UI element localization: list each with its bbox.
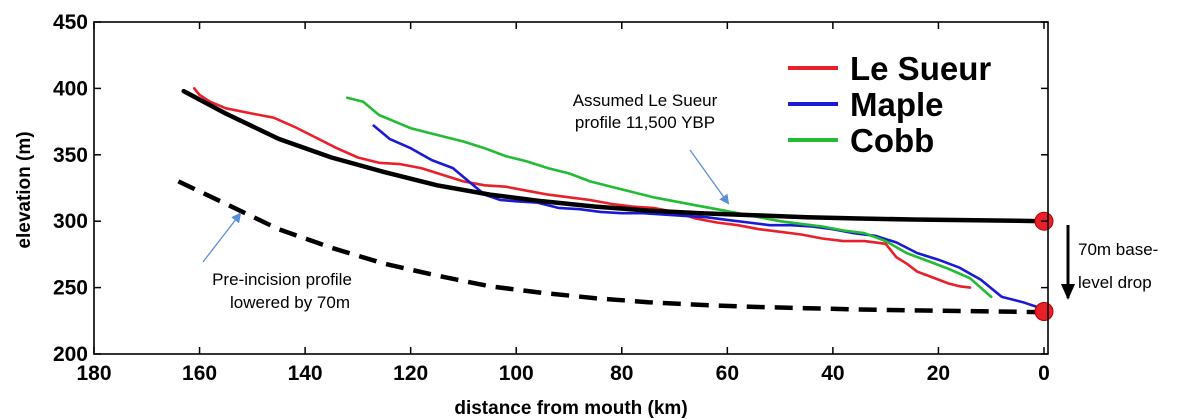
series-line-assumed-profile	[181, 88, 1047, 224]
y-tick-label: 250	[53, 277, 88, 300]
legend-label-le-sueur: Le Sueur	[850, 50, 991, 87]
annotation-drop-line-2: level drop	[1078, 273, 1152, 292]
y-tick-label: 450	[53, 11, 88, 34]
series-line-le-sueur	[193, 87, 972, 289]
series-line-pre-incision-profile	[177, 179, 1045, 315]
annotation-pre-incision: Pre-incision profile lowered by 70m	[202, 212, 352, 312]
legend: Le Sueur Maple Cobb	[788, 50, 991, 159]
series-line-maple	[372, 124, 1040, 309]
endpoint-marker-2	[1034, 302, 1054, 322]
y-tick-label: 400	[53, 77, 88, 100]
x-tick-label: 40	[821, 362, 844, 385]
x-tick-label: 160	[182, 362, 217, 385]
y-axis-title: elevation (m)	[14, 131, 35, 248]
x-tick-label: 120	[393, 362, 428, 385]
axis-ticks: 180 160 140 120 100 80 60 40 20 02002503003504004…	[53, 11, 1050, 385]
annotation-drop-line-1: 70m base-	[1078, 240, 1158, 259]
y-tick-label: 200	[53, 343, 88, 366]
x-tick-label: 140	[288, 362, 323, 385]
x-tick-label: 80	[610, 362, 633, 385]
annotation-pre-incision-line-2: lowered by 70m	[230, 293, 350, 312]
series-line-cobb	[345, 96, 993, 299]
annotation-assumed-line-2: profile 11,500 YBP	[575, 113, 715, 132]
annotation-base-level-drop: 70m base- level drop	[1061, 225, 1158, 300]
x-tick-label: 0	[1038, 362, 1050, 385]
legend-label-cobb: Cobb	[850, 122, 934, 159]
x-axis-title: distance from mouth (km)	[454, 398, 687, 419]
plot-frame	[93, 21, 1049, 355]
annotation-pre-incision-arrow	[202, 212, 242, 263]
x-tick-label: 60	[716, 362, 739, 385]
y-tick-label: 300	[53, 210, 88, 233]
annotation-assumed-line-1: Assumed Le Sueur	[573, 91, 718, 110]
annotation-pre-incision-line-1: Pre-incision profile	[212, 270, 352, 289]
annotation-assumed-arrow	[689, 149, 730, 205]
x-tick-label: 20	[927, 362, 950, 385]
x-tick-label: 100	[499, 362, 534, 385]
legend-label-maple: Maple	[850, 86, 944, 123]
y-tick-label: 350	[53, 144, 88, 167]
x-tick-label: 180	[76, 362, 111, 385]
annotation-assumed-profile: Assumed Le Sueur profile 11,500 YBP	[573, 91, 730, 205]
